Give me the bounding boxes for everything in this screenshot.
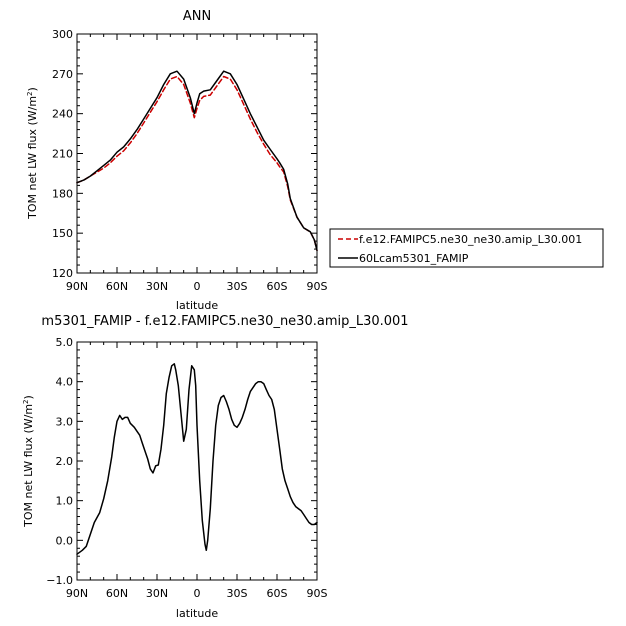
y-tick-label: −1.0 (46, 574, 73, 587)
y-tick-label: 1.0 (56, 495, 74, 508)
y-axis-label: TOM net LW flux (W/m2) (22, 395, 35, 528)
y-tick-label: 120 (52, 267, 73, 280)
bottom-chart: m5301_FAMIP - f.e12.FAMIPC5.ne30_ne30.am… (22, 314, 409, 620)
x-tick-label: 30N (146, 280, 168, 293)
y-tick-label: 150 (52, 227, 73, 240)
y-axis-label-close: ) (22, 395, 35, 399)
x-tick-label: 90N (66, 587, 88, 600)
y-axis-label-sup: 2 (26, 91, 34, 95)
legend: f.e12.FAMIPC5.ne30_ne30.amip_L30.001 60L… (329, 228, 604, 268)
y-tick-label: 0.0 (56, 534, 74, 547)
series-line-1 (76, 75, 318, 252)
x-tick-label: 90S (307, 587, 328, 600)
top-chart: ANN 90N 60N 30N 0 30S 60S 90S 120 150 180 210 240 27… (26, 9, 604, 312)
y-tick-label: 2.0 (56, 455, 74, 468)
x-axis-label: latitude (176, 299, 218, 312)
y-tick-label: 300 (52, 28, 73, 41)
y-tick-label: 4.0 (56, 376, 74, 389)
chart-title: m5301_FAMIP - f.e12.FAMIPC5.ne30_ne30.am… (41, 314, 408, 329)
legend-label-series-2: 60Lcam5301_FAMIP (359, 252, 469, 265)
x-tick-label: 60S (267, 587, 288, 600)
series-line-2 (76, 70, 318, 252)
y-tick-label: 3.0 (56, 415, 74, 428)
y-tick-label: 5.0 (56, 336, 74, 349)
x-tick-label: 90S (307, 280, 328, 293)
x-tick-label: 90N (66, 280, 88, 293)
x-tick-label: 30S (227, 280, 248, 293)
legend-label-series-1: f.e12.FAMIPC5.ne30_ne30.amip_L30.001 (359, 233, 582, 246)
x-tick-label: 0 (194, 587, 201, 600)
y-axis-label-close: ) (26, 87, 39, 91)
x-tick-label: 60S (267, 280, 288, 293)
y-tick-label: 180 (52, 187, 73, 200)
plot-frame (76, 33, 318, 274)
y-axis-label-main: TOM net LW flux (W/m (22, 404, 35, 528)
x-tick-label: 60N (106, 280, 128, 293)
y-tick-label: 210 (52, 148, 73, 161)
x-tick-label: 30N (146, 587, 168, 600)
y-tick-label: 240 (52, 108, 73, 121)
y-axis-label-sup: 2 (22, 399, 30, 403)
x-tick-label: 30S (227, 587, 248, 600)
y-axis-label: TOM net LW flux (W/m2) (26, 87, 39, 220)
x-tick-label: 0 (194, 280, 201, 293)
y-tick-label: 270 (52, 68, 73, 81)
y-axis-label-main: TOM net LW flux (W/m (26, 96, 39, 220)
x-axis-label: latitude (176, 607, 218, 620)
series-line-1 (76, 363, 318, 555)
legend-box (329, 228, 604, 268)
chart-title: ANN (183, 9, 211, 24)
x-tick-label: 60N (106, 587, 128, 600)
